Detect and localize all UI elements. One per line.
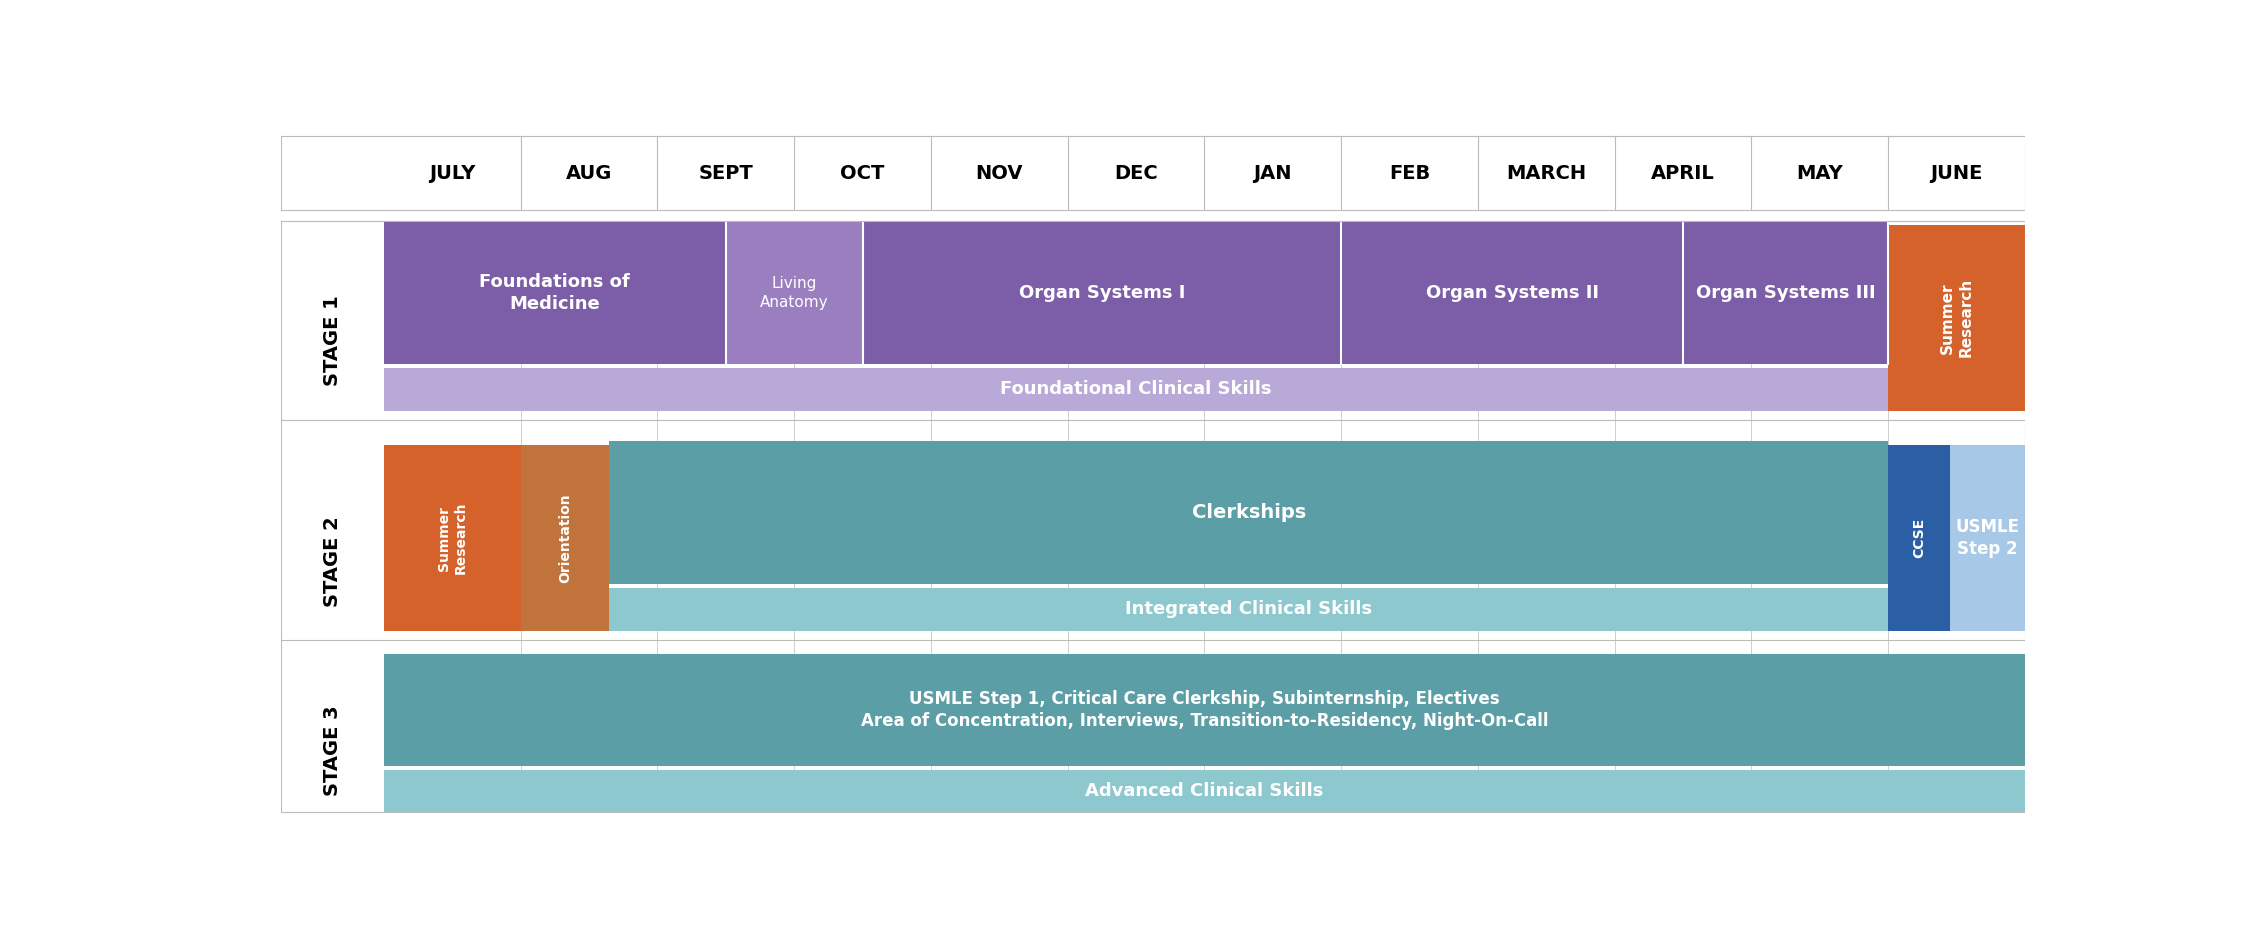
Bar (1951, 445, 2025, 631)
Text: Foundational Clinical Skills: Foundational Clinical Skills (1001, 380, 1271, 398)
Text: JAN: JAN (1253, 163, 1292, 183)
Text: Organ Systems II: Organ Systems II (1426, 284, 1600, 302)
Bar (385, 769, 2025, 812)
Bar (1341, 222, 1683, 364)
Text: MAY: MAY (1796, 163, 1843, 183)
Text: DEC: DEC (1114, 163, 1159, 183)
Text: Orientation: Orientation (558, 493, 572, 583)
Text: APRIL: APRIL (1652, 163, 1714, 183)
Text: Summer
Research: Summer Research (436, 502, 468, 574)
Bar (1888, 445, 1951, 631)
Text: MARCH: MARCH (1505, 163, 1586, 183)
Text: STAGE 1: STAGE 1 (324, 296, 342, 387)
Text: Living
Anatomy: Living Anatomy (760, 276, 828, 309)
Text: Advanced Clinical Skills: Advanced Clinical Skills (1084, 782, 1323, 800)
Text: STAGE 2: STAGE 2 (324, 516, 342, 606)
Bar (610, 588, 1888, 631)
Text: USMLE Step 1, Critical Care Clerkship, Subinternship, Electives
Area of Concentr: USMLE Step 1, Critical Care Clerkship, S… (862, 689, 1548, 730)
Bar (1888, 225, 2025, 410)
Text: Clerkships: Clerkships (1192, 504, 1305, 522)
Text: USMLE
Step 2: USMLE Step 2 (1955, 518, 2020, 558)
Text: NOV: NOV (976, 163, 1024, 183)
Bar (1683, 222, 1888, 364)
Text: SEPT: SEPT (698, 163, 754, 183)
Bar (727, 222, 862, 364)
Bar (385, 368, 1888, 410)
Text: CCSE: CCSE (1912, 518, 1926, 558)
Text: STAGE 3: STAGE 3 (324, 705, 342, 796)
Bar (385, 653, 2025, 766)
Text: JULY: JULY (430, 163, 475, 183)
Bar (610, 441, 1888, 585)
Text: JUNE: JUNE (1930, 163, 1982, 183)
Text: Summer
Research: Summer Research (1940, 278, 1973, 357)
Text: FEB: FEB (1388, 163, 1431, 183)
Bar (385, 445, 520, 631)
Text: OCT: OCT (839, 163, 884, 183)
Text: Organ Systems I: Organ Systems I (1019, 284, 1186, 302)
Text: Foundations of
Medicine: Foundations of Medicine (479, 273, 630, 313)
Text: AUG: AUG (565, 163, 612, 183)
Text: Organ Systems III: Organ Systems III (1696, 284, 1876, 302)
Bar (520, 445, 610, 631)
Text: Integrated Clinical Skills: Integrated Clinical Skills (1125, 601, 1372, 619)
Bar (385, 222, 727, 364)
Bar (862, 222, 1341, 364)
Bar (281, 137, 2025, 209)
Bar (281, 222, 2025, 812)
